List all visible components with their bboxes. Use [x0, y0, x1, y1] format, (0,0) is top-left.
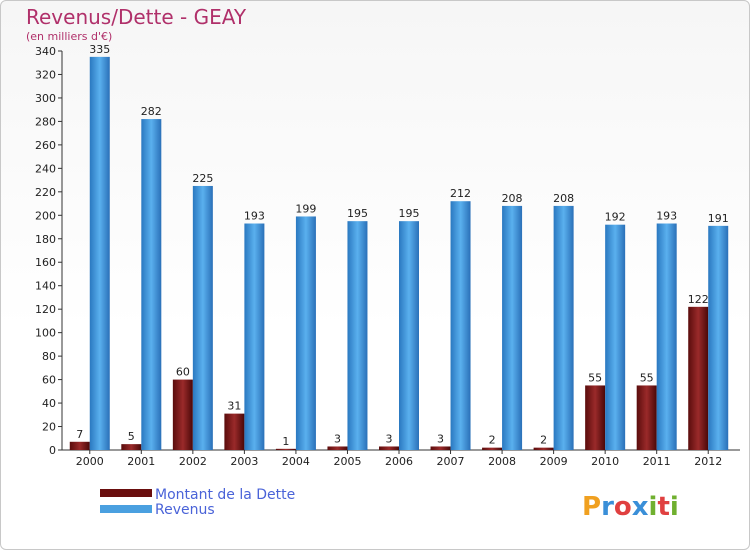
data-label-revenus: 208	[502, 192, 523, 205]
bar-revenus	[192, 185, 213, 451]
bar-revenus	[244, 223, 265, 450]
y-tick-label: 100	[35, 327, 56, 340]
x-tick-label: 2001	[127, 455, 155, 468]
bar-dette	[533, 447, 554, 450]
bar-revenus	[502, 205, 523, 450]
legend-swatch-debt	[100, 489, 152, 497]
chart-title: Revenus/Dette - GEAY	[26, 5, 247, 29]
y-tick-label: 180	[35, 233, 56, 246]
x-tick-label: 2008	[488, 455, 516, 468]
x-tick-label: 2002	[179, 455, 207, 468]
x-tick-label: 2007	[437, 455, 465, 468]
x-tick-label: 2010	[591, 455, 619, 468]
data-label-revenus: 208	[553, 192, 574, 205]
y-tick-label: 240	[35, 162, 56, 175]
x-tick-label: 2005	[333, 455, 361, 468]
x-tick-label: 2003	[230, 455, 258, 468]
y-tick-label: 280	[35, 115, 56, 128]
data-label-dette: 7	[76, 428, 83, 441]
y-tick-label: 160	[35, 256, 56, 269]
bar-revenus	[295, 216, 316, 450]
data-label-revenus: 193	[656, 210, 677, 223]
y-tick-label: 220	[35, 186, 56, 199]
data-label-dette: 3	[437, 432, 444, 445]
bar-revenus	[656, 223, 677, 450]
x-tick-label: 2004	[282, 455, 310, 468]
y-tick-label: 300	[35, 92, 56, 105]
bar-dette	[121, 444, 142, 450]
x-tick-label: 2009	[540, 455, 568, 468]
data-label-revenus: 195	[399, 207, 420, 220]
bar-dette	[430, 446, 451, 450]
bar-revenus	[708, 225, 729, 450]
bar-dette	[636, 385, 657, 450]
bar-dette	[327, 446, 348, 450]
data-label-revenus: 191	[708, 212, 729, 225]
data-label-dette: 2	[489, 434, 496, 447]
bar-revenus	[399, 221, 419, 450]
bar-dette	[379, 446, 399, 450]
data-label-revenus: 212	[450, 187, 471, 200]
bar-dette	[585, 385, 606, 450]
legend-label-debt: Montant de la Dette	[155, 487, 295, 503]
bar-revenus	[605, 224, 626, 450]
y-tick-label: 140	[35, 280, 56, 293]
x-tick-label: 2006	[385, 455, 413, 468]
y-tick-label: 340	[35, 45, 56, 58]
bar-dette	[482, 447, 503, 450]
data-label-dette: 5	[128, 430, 135, 443]
bar-dette	[224, 413, 245, 450]
data-label-revenus: 282	[141, 105, 162, 118]
y-tick-label: 60	[42, 374, 56, 387]
data-label-revenus: 199	[295, 202, 316, 215]
bar-dette	[688, 306, 709, 450]
bar-revenus	[553, 205, 574, 450]
y-tick-label: 120	[35, 303, 56, 316]
bar-revenus	[347, 221, 368, 450]
y-tick-label: 260	[35, 139, 56, 152]
data-label-dette: 122	[688, 293, 709, 306]
bars: 2000 7 335 2001 5 282 2002 60 225 2003 31 193 2004 1 1…	[69, 43, 729, 468]
y-tick-label: 20	[42, 421, 56, 434]
x-tick-label: 2000	[76, 455, 104, 468]
y-tick-label: 200	[35, 209, 56, 222]
y-tick-label: 40	[42, 397, 56, 410]
y-tick-label: 80	[42, 350, 56, 363]
data-label-dette: 31	[227, 400, 241, 413]
data-label-revenus: 225	[192, 172, 213, 185]
bar-revenus	[89, 56, 110, 450]
bar-dette	[275, 448, 296, 450]
data-label-revenus: 195	[347, 207, 368, 220]
bar-revenus	[450, 201, 471, 450]
data-label-dette: 1	[282, 435, 289, 448]
data-label-revenus: 193	[244, 210, 265, 223]
data-label-dette: 2	[540, 434, 547, 447]
legend-swatch-revenus	[100, 505, 152, 513]
bar-dette	[172, 379, 193, 450]
data-label-revenus: 192	[605, 211, 626, 224]
data-label-revenus: 335	[89, 43, 110, 56]
data-label-dette: 55	[640, 371, 654, 384]
x-tick-label: 2012	[694, 455, 722, 468]
y-tick-label: 320	[35, 68, 56, 81]
x-tick-label: 2011	[643, 455, 671, 468]
data-label-dette: 60	[176, 366, 190, 379]
y-tick-label: 0	[49, 444, 56, 457]
data-label-dette: 55	[588, 371, 602, 384]
data-label-dette: 3	[386, 432, 393, 445]
legend: Montant de la Dette Revenus	[100, 487, 295, 518]
chart-subtitle: (en milliers d'€)	[26, 30, 112, 43]
bar-dette	[69, 441, 90, 450]
proxiti-logo: Proxiti	[582, 492, 679, 522]
legend-label-revenus: Revenus	[155, 502, 215, 518]
bar-revenus	[141, 119, 162, 451]
data-label-dette: 3	[334, 432, 341, 445]
